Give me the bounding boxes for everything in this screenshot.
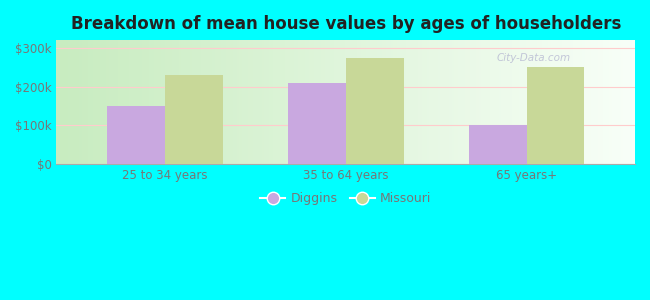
Title: Breakdown of mean house values by ages of householders: Breakdown of mean house values by ages o…	[71, 15, 621, 33]
Text: City-Data.com: City-Data.com	[496, 52, 570, 62]
Bar	[346, 58, 404, 164]
Bar	[469, 125, 526, 164]
Bar	[288, 83, 346, 164]
Bar	[107, 106, 165, 164]
Legend: Diggins, Missouri: Diggins, Missouri	[255, 187, 436, 210]
Bar	[526, 67, 584, 164]
Bar	[165, 75, 223, 164]
